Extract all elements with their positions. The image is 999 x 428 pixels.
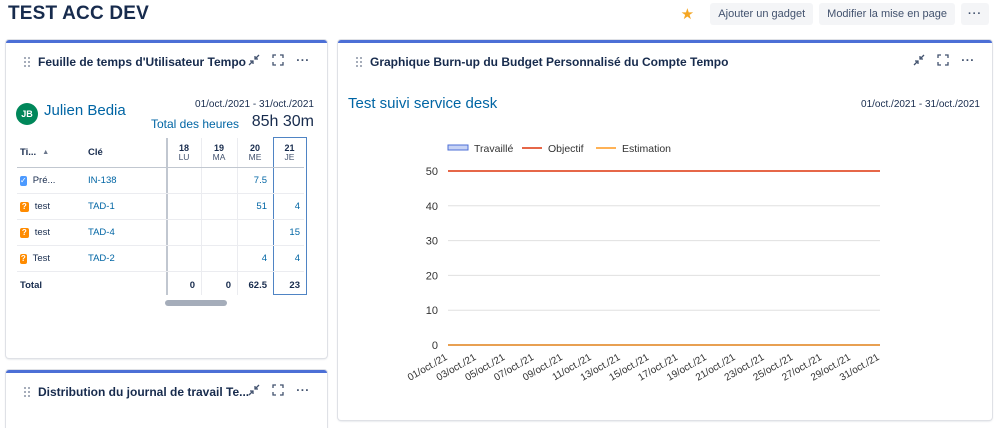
- gadget-title: Feuille de temps d'Utilisateur Tempo: [38, 55, 247, 69]
- hours-cell[interactable]: 51: [256, 201, 267, 212]
- table-row: ? test TAD-1 51 4: [17, 194, 304, 220]
- gadget-header: Distribution du journal de travail Te...…: [6, 383, 327, 403]
- page-title: TEST ACC DEV: [8, 3, 150, 24]
- table-row: ? test TAD-4 15: [17, 220, 304, 246]
- legend-label: Estimation: [622, 143, 671, 155]
- table-header-row: Ti... ▲ Clé 18 LU 19 MA 20 ME 21 JE: [17, 138, 304, 168]
- y-tick-label: 20: [426, 270, 438, 282]
- legend-label: Objectif: [548, 143, 584, 155]
- total-cell: 0: [189, 279, 195, 291]
- date-range: 01/oct./2021 - 31/oct./2021: [195, 99, 314, 110]
- hours-cell[interactable]: 15: [289, 227, 300, 238]
- more-actions-button[interactable]: ···: [961, 3, 989, 25]
- issue-key-link[interactable]: TAD-2: [88, 253, 115, 264]
- hours-cell[interactable]: [167, 246, 201, 271]
- edit-layout-button[interactable]: Modifier la mise en page: [819, 3, 955, 25]
- total-row: Total 0 0 62.5 23: [17, 272, 304, 298]
- column-header-key[interactable]: Clé: [88, 147, 103, 158]
- minimize-icon[interactable]: [912, 53, 926, 67]
- total-cell: 23: [289, 279, 300, 291]
- hours-cell[interactable]: 7.5: [253, 175, 267, 186]
- checkbox-icon: ✓: [20, 175, 27, 186]
- total-hours-value: 85h 30m: [251, 113, 314, 130]
- hours-cell[interactable]: [237, 220, 273, 245]
- issue-type: Test: [32, 253, 50, 264]
- column-header-day: 19 MA: [212, 142, 226, 162]
- column-header-day: 20 ME: [248, 142, 262, 162]
- fullscreen-icon[interactable]: [271, 383, 285, 397]
- drag-handle-icon[interactable]: [356, 57, 364, 69]
- table-row: ? Test TAD-2 4 4: [17, 246, 304, 272]
- add-gadget-button[interactable]: Ajouter un gadget: [710, 3, 814, 25]
- fullscreen-icon[interactable]: [271, 53, 285, 67]
- issue-key-link[interactable]: TAD-1: [88, 201, 115, 212]
- legend-swatch: [447, 144, 469, 151]
- question-icon: ?: [20, 253, 27, 264]
- timesheet-gadget: Feuille de temps d'Utilisateur Tempo ···…: [6, 40, 327, 358]
- gadget-title: Distribution du journal de travail Te...: [38, 385, 250, 399]
- hours-cell[interactable]: 4: [294, 201, 300, 212]
- gadget-header: Graphique Burn-up du Budget Personnalisé…: [338, 53, 992, 73]
- column-header-type[interactable]: Ti... ▲: [20, 147, 50, 158]
- more-options-icon[interactable]: ···: [296, 383, 310, 397]
- distribution-gadget: Distribution du journal de travail Te...…: [6, 370, 327, 428]
- issue-type: Pré...: [32, 175, 56, 186]
- minimize-icon[interactable]: [247, 53, 261, 67]
- legend-label: Travaillé: [474, 143, 513, 155]
- star-icon[interactable]: ★: [680, 6, 695, 23]
- more-options-icon[interactable]: ···: [296, 53, 310, 67]
- y-tick-label: 0: [432, 340, 438, 352]
- fullscreen-icon[interactable]: [936, 53, 950, 67]
- total-cell: 0: [225, 279, 231, 291]
- hours-cell[interactable]: [201, 194, 237, 219]
- hours-cell[interactable]: [167, 168, 201, 193]
- hours-cell[interactable]: [201, 246, 237, 271]
- avatar: JB: [16, 103, 38, 125]
- total-hours-label: Total des heures: [151, 117, 240, 131]
- issue-type: test: [34, 227, 50, 238]
- timesheet-table: Ti... ▲ Clé 18 LU 19 MA 20 ME 21 JE ✓ Pré... I…: [17, 137, 307, 298]
- hours-cell[interactable]: 4: [261, 253, 267, 264]
- user-name-link[interactable]: Julien Bedia: [44, 102, 126, 119]
- hours-cell[interactable]: [167, 194, 201, 219]
- hours-cell[interactable]: [201, 220, 237, 245]
- hours-cell[interactable]: [167, 220, 201, 245]
- table-row: ✓ Pré... IN-138 7.5: [17, 168, 304, 194]
- horizontal-scrollbar[interactable]: [165, 300, 227, 306]
- more-options-icon[interactable]: ···: [961, 53, 975, 67]
- burnup-chart: 0102030405001/oct./2103/oct./2105/oct./2…: [406, 143, 882, 384]
- issue-type: test: [34, 201, 50, 212]
- drag-handle-icon[interactable]: [24, 57, 32, 69]
- hours-cell[interactable]: [273, 168, 306, 193]
- burnup-gadget: Graphique Burn-up du Budget Personnalisé…: [338, 40, 992, 420]
- issue-key-link[interactable]: IN-138: [88, 175, 117, 186]
- y-tick-label: 40: [426, 201, 438, 213]
- drag-handle-icon[interactable]: [24, 387, 32, 399]
- question-icon: ?: [20, 201, 29, 212]
- chart-subtitle-link[interactable]: Test suivi service desk: [348, 95, 498, 112]
- date-range: 01/oct./2021 - 31/oct./2021: [861, 99, 980, 110]
- top-actions: ★ Ajouter un gadget Modifier la mise en …: [676, 3, 989, 25]
- question-icon: ?: [20, 227, 29, 238]
- total-label: Total: [20, 279, 42, 291]
- hours-cell[interactable]: [201, 168, 237, 193]
- column-header-day: 21 JE: [284, 142, 295, 162]
- total-cell: 62.5: [248, 279, 268, 291]
- gadget-header: Feuille de temps d'Utilisateur Tempo ···: [6, 53, 327, 73]
- y-tick-label: 30: [426, 236, 438, 248]
- minimize-icon[interactable]: [247, 383, 261, 397]
- y-tick-label: 50: [426, 166, 438, 178]
- hours-cell[interactable]: 4: [294, 253, 300, 264]
- column-header-day: 18 LU: [178, 142, 190, 162]
- issue-key-link[interactable]: TAD-4: [88, 227, 115, 238]
- y-tick-label: 10: [426, 305, 438, 317]
- gadget-title: Graphique Burn-up du Budget Personnalisé…: [370, 55, 729, 69]
- sort-icon: ▲: [42, 149, 50, 156]
